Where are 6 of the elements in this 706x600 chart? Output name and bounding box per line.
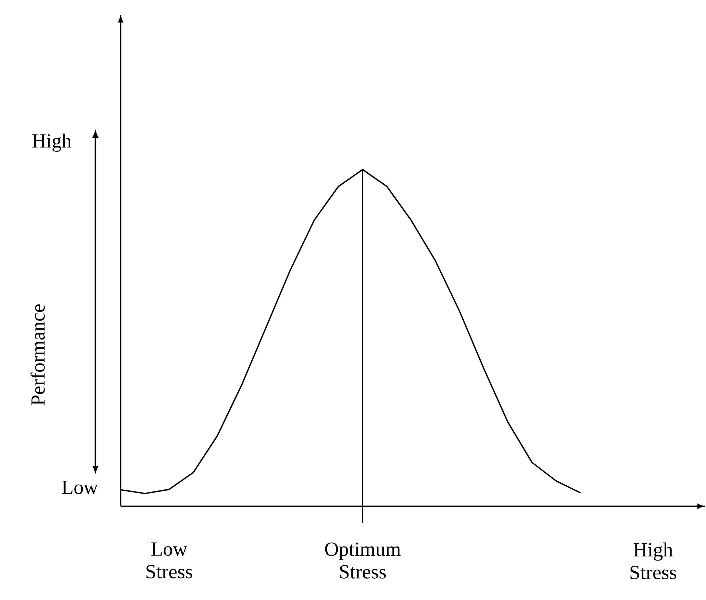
x-tick-label: High Stress	[630, 542, 676, 580]
text: Low	[62, 480, 98, 494]
y-axis-title: Performance	[30, 304, 45, 406]
x-tick-label: Optimum Stress	[325, 542, 401, 579]
x-tick-label: Low Stress	[146, 542, 192, 578]
text: High	[32, 134, 72, 152]
